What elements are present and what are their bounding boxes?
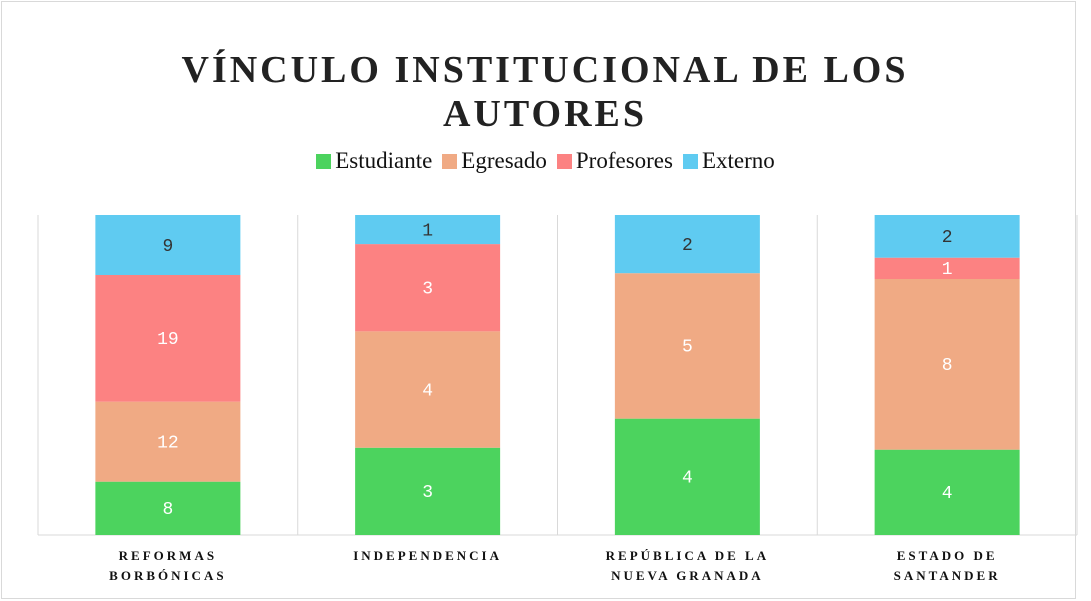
data-label: 8 bbox=[942, 356, 953, 376]
legend-item: Estudiante bbox=[316, 148, 432, 174]
bar-segment bbox=[874, 279, 1020, 450]
data-label: 2 bbox=[682, 236, 693, 256]
x-tick-label: REFORMAS BORBÓNICAS bbox=[109, 548, 227, 583]
bar-segment bbox=[614, 273, 760, 419]
data-label: 19 bbox=[157, 330, 179, 350]
data-label: 5 bbox=[682, 338, 693, 358]
legend-swatch bbox=[682, 153, 698, 169]
chart-title: VÍNCULO INSTITUCIONAL DE LOS AUTORES bbox=[181, 49, 909, 135]
x-tick-label: INDEPENDENCIA bbox=[353, 548, 503, 563]
bar-segment bbox=[355, 331, 501, 448]
data-label: 8 bbox=[162, 500, 173, 520]
legend-item: Profesores bbox=[556, 148, 673, 174]
bar-segment bbox=[355, 244, 501, 332]
bar-segment bbox=[874, 449, 1020, 535]
legend-label: Externo bbox=[701, 148, 775, 173]
legend: Estudiante Egresado Profesores Externo bbox=[0, 148, 1091, 174]
x-tick-label: REPÚBLICA DE LA NUEVA GRANADA bbox=[605, 548, 770, 583]
data-label: 3 bbox=[422, 483, 433, 503]
legend-label: Egresado bbox=[461, 148, 547, 173]
bar-segment bbox=[95, 401, 241, 482]
bar-segment bbox=[614, 418, 760, 535]
legend-item: Egresado bbox=[442, 148, 547, 174]
data-label: 2 bbox=[942, 228, 953, 248]
bar-segment bbox=[95, 481, 241, 535]
data-label: 1 bbox=[942, 260, 953, 280]
data-label: 4 bbox=[942, 484, 953, 504]
legend-item: Externo bbox=[682, 148, 775, 174]
legend-label: Estudiante bbox=[335, 148, 433, 173]
bar-segment bbox=[95, 275, 241, 402]
bar-segment bbox=[355, 215, 501, 245]
legend-swatch bbox=[442, 153, 458, 169]
x-tick-label: ESTADO DE SANTANDER bbox=[893, 548, 1001, 583]
data-label: 9 bbox=[162, 237, 173, 257]
data-label: 4 bbox=[682, 469, 693, 489]
data-label: 12 bbox=[157, 433, 179, 453]
bar-segment bbox=[874, 257, 1020, 279]
legend-swatch bbox=[556, 153, 572, 169]
bar-segment bbox=[614, 215, 760, 274]
data-label: 4 bbox=[422, 381, 433, 401]
legend-swatch bbox=[316, 153, 332, 169]
bar-segment bbox=[874, 215, 1020, 258]
data-label: 3 bbox=[422, 279, 433, 299]
data-label: 1 bbox=[422, 221, 433, 241]
bar-segment bbox=[355, 447, 501, 535]
legend-label: Profesores bbox=[575, 148, 673, 173]
bar-segment bbox=[95, 215, 241, 275]
